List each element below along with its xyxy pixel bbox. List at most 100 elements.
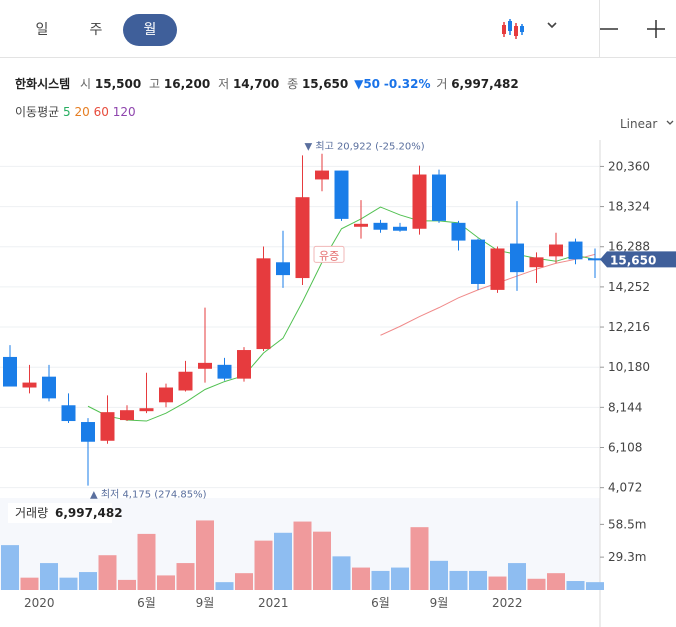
y-tick-label: 8,144 bbox=[608, 400, 642, 414]
close-value: 15,650 bbox=[301, 77, 349, 91]
x-tick-label: 6월 bbox=[371, 596, 390, 610]
high-label: 고 bbox=[149, 77, 161, 91]
volume-bar bbox=[1, 545, 19, 590]
tab-weekly[interactable]: 주 bbox=[89, 22, 103, 38]
volume-bar bbox=[449, 570, 468, 590]
volume-bar bbox=[98, 555, 117, 590]
volume-panel: 58.5m 29.3m bbox=[1, 517, 646, 590]
volume-bar bbox=[40, 563, 58, 590]
x-tick-label: 2020 bbox=[24, 596, 55, 610]
y-tick-label: 18,324 bbox=[608, 200, 650, 214]
ma-120[interactable]: 120 bbox=[112, 105, 136, 119]
chevron-down-icon[interactable] bbox=[545, 17, 559, 31]
low-value: 14,700 bbox=[232, 77, 280, 91]
ma-5[interactable]: 5 bbox=[63, 105, 71, 119]
candlestick-icon[interactable] bbox=[499, 15, 527, 43]
volume-bar bbox=[547, 573, 565, 590]
x-tick-label: 2021 bbox=[258, 596, 289, 610]
tab-monthly[interactable]: 월 bbox=[123, 14, 177, 46]
volume-bar bbox=[137, 533, 156, 590]
volume-bar bbox=[118, 579, 136, 590]
change-value: ▼50 bbox=[354, 77, 381, 91]
candle-body bbox=[178, 371, 193, 391]
stock-summary: 한화시스템 시 15,500 고 16,200 저 14,700 종 15,65… bbox=[15, 75, 521, 92]
chart-annotations: ▼ 최고 20,922 (-25.20%) ▲ 최저 4,175 (274.85%… bbox=[8, 140, 425, 523]
volume-label: 거 bbox=[436, 77, 448, 91]
x-tick-label: 2022 bbox=[492, 596, 523, 610]
ma-60[interactable]: 60 bbox=[93, 105, 109, 119]
volume-bar bbox=[469, 570, 487, 590]
y-tick-label: 16,288 bbox=[608, 240, 650, 254]
candle-body bbox=[529, 257, 544, 268]
change-percent: -0.32% bbox=[383, 77, 431, 91]
price-axis: 20,360 18,324 16,288 14,252 12,216 10,180 8,14… bbox=[600, 159, 676, 495]
candle-body bbox=[61, 405, 76, 422]
close-label: 종 bbox=[287, 77, 299, 91]
candle-body bbox=[568, 241, 583, 260]
y-tick-label: 20,360 bbox=[608, 159, 650, 173]
scale-select[interactable]: Linear bbox=[620, 117, 675, 131]
candle-body bbox=[471, 239, 485, 284]
volume-title-value: 6,997,482 bbox=[55, 506, 123, 520]
y-tick-label: 14,252 bbox=[608, 280, 650, 294]
candle-body bbox=[120, 410, 134, 421]
price-chart[interactable]: 20,360 18,324 16,288 14,252 12,216 10,180 8,14… bbox=[0, 140, 676, 627]
stock-name: 한화시스템 bbox=[15, 77, 71, 91]
volume-title-bg bbox=[8, 503, 112, 523]
volume-bar bbox=[508, 563, 526, 590]
volume-bar bbox=[410, 527, 429, 590]
candle-body bbox=[315, 170, 329, 180]
volume-bar bbox=[157, 575, 175, 590]
volume-bar bbox=[313, 531, 331, 590]
top-toolbar: 일 주 월 bbox=[0, 0, 676, 58]
x-tick-label: 9월 bbox=[196, 596, 215, 610]
open-value: 15,500 bbox=[94, 77, 142, 91]
candle-body bbox=[42, 376, 56, 399]
moving-average-legend: 이동평균 5 20 60 120 bbox=[15, 103, 136, 120]
scale-select-value: Linear bbox=[620, 117, 658, 131]
ma20-line bbox=[380, 253, 596, 336]
toolbar-divider bbox=[599, 0, 600, 58]
low-label: 저 bbox=[218, 77, 230, 91]
tab-daily[interactable]: 일 bbox=[35, 22, 49, 38]
candle-body bbox=[373, 222, 388, 230]
high-value: 16,200 bbox=[163, 77, 211, 91]
x-tick-label: 6월 bbox=[137, 596, 156, 610]
candle-body bbox=[237, 350, 251, 379]
volume-bar bbox=[352, 567, 370, 590]
capital-increase-badge bbox=[313, 245, 345, 263]
volume-bar bbox=[79, 572, 97, 590]
volume-bar bbox=[254, 540, 273, 590]
minus-icon[interactable] bbox=[594, 14, 624, 44]
y-tick-label: 10,180 bbox=[608, 360, 650, 374]
ma-20[interactable]: 20 bbox=[74, 105, 90, 119]
volume-bar bbox=[215, 582, 234, 590]
volume-bar bbox=[176, 563, 195, 590]
high-annotation: ▼ 최고 20,922 (-25.20%) bbox=[305, 140, 425, 152]
candlesticks bbox=[3, 153, 602, 486]
volume-title: 거래량 bbox=[15, 506, 48, 520]
volume-bar bbox=[391, 567, 409, 590]
candle-body bbox=[3, 356, 17, 387]
time-axis: 2020 6월 9월 2021 6월 9월 2022 bbox=[24, 596, 523, 610]
capital-increase-label: 유증 bbox=[319, 249, 339, 262]
volume-value: 6,997,482 bbox=[451, 77, 519, 91]
y-tick-label: 6,108 bbox=[608, 441, 642, 455]
candle-body bbox=[159, 387, 173, 403]
candle-body bbox=[354, 223, 368, 227]
candle-body bbox=[432, 174, 446, 221]
candle-body bbox=[217, 364, 232, 379]
x-tick-label: 9월 bbox=[430, 596, 449, 610]
volume-tick-label: 58.5m bbox=[608, 517, 646, 531]
plus-icon[interactable] bbox=[641, 14, 671, 44]
open-label: 시 bbox=[80, 77, 92, 91]
volume-bar bbox=[274, 532, 292, 590]
candle-body bbox=[393, 226, 407, 231]
volume-tick-label: 29.3m bbox=[608, 550, 646, 564]
volume-bar bbox=[430, 560, 448, 590]
volume-bar bbox=[488, 576, 507, 590]
y-tick-label: 4,072 bbox=[608, 481, 642, 495]
candle-body bbox=[334, 170, 349, 219]
volume-bar bbox=[566, 581, 585, 590]
volume-bar bbox=[586, 582, 604, 590]
